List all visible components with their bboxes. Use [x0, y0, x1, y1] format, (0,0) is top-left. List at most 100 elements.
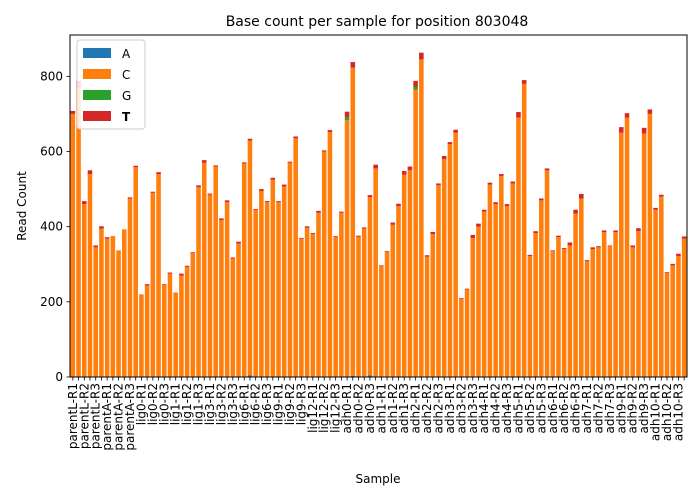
x-tick-label: lig3-R2	[214, 383, 228, 425]
bar-segment-C	[407, 170, 413, 377]
bar-segment-C	[447, 143, 453, 377]
x-tick-label: adh6-R2	[557, 383, 571, 434]
bar-segment-T	[384, 251, 390, 252]
bar-segment-C	[499, 175, 504, 377]
bar-segment-C	[459, 298, 464, 377]
bar-segment-T	[653, 207, 658, 210]
bar-segment-C	[121, 229, 127, 377]
bar-segment-T	[624, 113, 630, 118]
bar-segment-T	[613, 230, 618, 233]
y-tick-label: 600	[40, 145, 63, 159]
bar-segment-T	[539, 198, 544, 201]
bar-segment-C	[487, 184, 493, 377]
bar-segment-C	[281, 186, 287, 377]
bar-segment-C	[316, 212, 321, 377]
bar-segment-T	[201, 160, 207, 163]
bar-segment-T	[590, 247, 596, 250]
bar-segment-T	[556, 235, 561, 238]
bar-segment-T	[93, 245, 98, 248]
bar-segment-T	[161, 284, 167, 285]
y-axis-label: Read Count	[15, 171, 29, 241]
bar-segment-G	[344, 117, 350, 121]
bar-segment-C	[82, 204, 87, 377]
chart-title: Base count per sample for position 80304…	[226, 14, 529, 30]
bar-segment-T	[350, 62, 356, 68]
bar-segment-C	[350, 67, 356, 376]
bar-segment-C	[601, 232, 607, 377]
bar-segment-G	[413, 86, 418, 90]
x-tick-label: adh0-R2	[352, 383, 366, 434]
x-tick-label: lig9-R3	[294, 383, 308, 425]
bar-segment-T	[207, 193, 213, 195]
bar-segment-T	[481, 209, 487, 212]
bar-segment-T	[664, 272, 670, 273]
bar-segment-C	[556, 237, 561, 377]
bar-segment-C	[401, 174, 407, 377]
bar-segment-C	[150, 192, 156, 377]
bar-segment-T	[647, 109, 653, 114]
bar-segment-C	[533, 233, 538, 377]
bar-segment-C	[327, 131, 333, 377]
x-tick-label: parentA-R2	[112, 383, 126, 451]
bar-segment-C	[664, 272, 670, 377]
bar-segment-C	[413, 89, 418, 378]
x-tick-label: adh10-R2	[660, 383, 674, 441]
x-tick-label: adh7-R2	[591, 383, 605, 434]
bar-segment-C	[384, 251, 390, 377]
bar-segment-T	[356, 235, 361, 237]
x-tick-label: lig0-R3	[157, 383, 171, 425]
bar-segment-C	[133, 167, 138, 377]
bar-segment-C	[104, 238, 110, 377]
bar-segment-T	[344, 111, 350, 118]
x-tick-label: lig0-R1	[134, 383, 148, 425]
x-tick-label: adh4-R3	[500, 383, 514, 434]
bar-segment-C	[419, 59, 424, 378]
bar-segment-C	[93, 247, 98, 377]
bar-segment-T	[596, 246, 601, 248]
bar-segment-C	[310, 234, 316, 377]
bar-segment-T	[476, 223, 481, 227]
bar-segment-C	[561, 249, 567, 377]
bar-segment-C	[179, 275, 184, 377]
x-tick-label: lig1-R1	[169, 383, 183, 425]
x-tick-label: lig12-R3	[329, 383, 343, 433]
bar-segment-C	[167, 273, 173, 377]
bar-segment-T	[579, 193, 584, 199]
x-tick-label: adh4-R1	[477, 383, 491, 434]
bar-segment-C	[219, 220, 224, 377]
bar-segment-C	[424, 256, 430, 377]
bar-segment-T	[670, 263, 675, 266]
bar-segment-T	[156, 172, 161, 175]
bar-segment-T	[87, 170, 93, 175]
x-tick-label: adh5-R1	[511, 383, 525, 434]
x-tick-label: lig6-R2	[249, 383, 263, 425]
y-tick-label: 0	[55, 370, 63, 384]
bar-segment-T	[253, 209, 258, 210]
bar-segment-C	[596, 247, 601, 377]
bar-segment-C	[630, 247, 636, 377]
bar-segment-C	[430, 234, 436, 377]
x-tick-label: adh7-R3	[603, 383, 617, 434]
x-tick-label: adh3-R2	[454, 383, 468, 434]
bar-segment-C	[619, 132, 624, 377]
bar-segment-T	[510, 181, 516, 184]
x-tick-label: parentA-R3	[123, 383, 137, 451]
bar-segment-C	[264, 202, 270, 377]
bar-segment-C	[299, 238, 304, 377]
bar-segment-C	[373, 168, 378, 377]
bar-segment-C	[173, 292, 178, 377]
x-tick-label: parentL-R1	[66, 383, 80, 449]
bar-segment-T	[676, 253, 681, 256]
bar-segment-C	[624, 117, 630, 378]
x-tick-label: adh4-R2	[489, 383, 503, 434]
x-tick-label: adh6-R3	[569, 383, 583, 434]
x-tick-label: adh10-R3	[671, 383, 685, 441]
bar-segment-C	[356, 236, 361, 377]
legend-swatch-C	[83, 69, 111, 79]
bar-segment-T	[493, 202, 498, 205]
bar-segment-T	[316, 210, 321, 213]
x-tick-label: parentL-R3	[89, 383, 103, 449]
bar-segment-T	[527, 254, 533, 256]
legend-swatch-A	[83, 48, 111, 58]
bar-segment-T	[144, 284, 150, 286]
